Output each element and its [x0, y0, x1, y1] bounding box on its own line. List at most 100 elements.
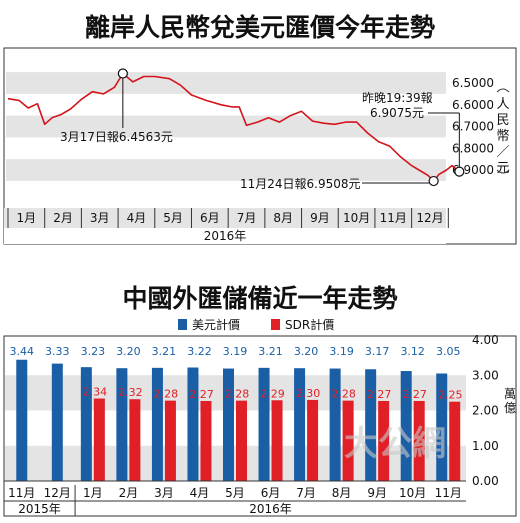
chart2-bar-sdr: [129, 399, 141, 481]
chart1-x-tick-label: 9月: [310, 211, 330, 225]
chart2-watermark: 大公網: [344, 424, 446, 464]
chart2-bar-sdr: [378, 400, 390, 481]
chart2-bar-sdr: [236, 400, 247, 481]
chart2-y-tick-label: 2.00: [472, 404, 499, 418]
chart2-data-label-usd: 3.23: [81, 345, 106, 358]
chart1-x-tick-label: 6月: [200, 211, 220, 225]
chart2-x-tick-label: 10月: [399, 486, 426, 500]
chart2-bar-sdr: [93, 398, 105, 481]
chart2-x-tick-label: 5月: [225, 486, 245, 500]
chart2-legend-swatch-sdr: [271, 319, 280, 330]
chart2-data-label-sdr: 2.28: [331, 388, 356, 401]
chart2-bar-sdr: [342, 400, 354, 481]
chart1-band: [6, 159, 446, 181]
chart1-y-tick-label: 6.5000: [452, 76, 494, 90]
chart2-x-tick-label: 4月: [190, 486, 210, 500]
chart2-data-label-usd: 3.21: [152, 345, 177, 358]
chart1-x-tick-label: 4月: [127, 211, 147, 225]
chart1-annotation-label: 11月24日報6.9508元: [240, 177, 361, 191]
chart1-x-tick-label: 10月: [343, 211, 370, 225]
chart2-x-tick-label: 11月: [8, 486, 35, 500]
chart1-x-tick-label: 5月: [163, 211, 183, 225]
chart2-bar-sdr: [200, 400, 212, 481]
chart1-ylabel-bracket-top: [496, 88, 510, 93]
chart2-bar-sdr: [449, 401, 461, 481]
chart2-x-tick-label: 1月: [83, 486, 103, 500]
chart2-data-label-sdr: 2.29: [260, 387, 285, 400]
chart2-data-label-usd: 3.20: [116, 345, 141, 358]
chart2-bar-usd: [80, 367, 92, 481]
chart1-ylabel-char: 民: [496, 113, 509, 128]
chart2-x-tick-label: 11月: [435, 486, 462, 500]
chart2-data-label-usd: 3.21: [258, 345, 283, 358]
chart1-title: 離岸人民幣兌美元匯價今年走勢: [85, 13, 435, 42]
chart2-legend-label-usd: 美元計價: [192, 317, 240, 332]
chart2-y-tick-label: 0.00: [472, 474, 499, 488]
chart2-data-label-usd: 3.20: [294, 345, 319, 358]
chart2-legend-swatch-usd: [178, 319, 187, 330]
chart2-y-tick-label: 3.00: [472, 368, 499, 382]
chart2-bar-sdr: [164, 400, 176, 481]
chart2-bar-usd: [51, 363, 63, 481]
chart1-year-strip: [4, 228, 446, 244]
chart1-x-tick-label: 12月: [416, 211, 443, 225]
chart2-bar-usd: [16, 359, 28, 481]
chart2-data-label-usd: 3.22: [187, 345, 212, 358]
chart1-y-tick-label: 6.8000: [452, 141, 494, 155]
chart1-ylabel-char: 元: [496, 161, 509, 176]
chart2-data-label-sdr: 2.28: [225, 388, 250, 401]
chart1-band: [6, 72, 446, 94]
chart2-ylabel-char: 億: [504, 401, 516, 415]
chart2-data-label-usd: 3.05: [436, 345, 461, 358]
chart1-ylabel-char: 人: [496, 97, 509, 112]
chart1-series-line: [7, 72, 460, 182]
chart2-data-label-sdr: 2.34: [83, 386, 108, 399]
chart1-ylabel-char: 幣: [496, 129, 509, 144]
chart2-data-label-usd: 3.33: [45, 345, 70, 358]
chart1-year-label: 2016年: [204, 229, 247, 243]
chart1-x-tick-label: 3月: [90, 211, 110, 225]
chart2-ylabel-char: 萬: [504, 387, 516, 401]
chart2-bar-usd: [116, 368, 128, 481]
chart2-x-tick-label: 8月: [332, 486, 352, 500]
chart2-y-tick-label: 4.00: [472, 333, 499, 347]
chart2-x-tick-label: 6月: [261, 486, 281, 500]
chart2-bar-sdr: [307, 399, 319, 481]
chart2-x-tick-label: 2月: [119, 486, 139, 500]
chart2-data-label-usd: 3.17: [365, 345, 390, 358]
chart1-annotation-marker: [454, 166, 465, 177]
chart2-bar-usd: [294, 368, 306, 481]
chart1-ylabel-char: ／: [496, 145, 509, 160]
chart1-ylabel-bracket-bottom: [496, 169, 510, 174]
chart2-year-label: 2016年: [249, 502, 292, 516]
chart2-data-label-usd: 3.19: [329, 345, 354, 358]
chart2-x-tick-label: 3月: [154, 486, 174, 500]
chart2-bar-sdr: [271, 400, 283, 481]
chart1-band: [6, 115, 446, 138]
chart2-data-label-sdr: 2.28: [154, 388, 179, 401]
chart1-y-tick-label: 6.7000: [452, 120, 494, 134]
chart1-y-tick-label: 6.6000: [452, 98, 494, 112]
chart2-data-label-sdr: 2.27: [402, 388, 427, 401]
chart1-x-tick-label: 2月: [53, 211, 73, 225]
chart2-data-label-sdr: 2.32: [118, 386, 143, 399]
chart1-annotation-label: 昨晚19:39報: [362, 91, 433, 105]
chart1-x-tick-label: 8月: [273, 211, 293, 225]
chart2-title: 中國外匯儲備近一年走勢: [122, 284, 397, 313]
chart2-legend-label-sdr: SDR計價: [285, 317, 334, 332]
chart1-x-tick-label: 1月: [17, 211, 37, 225]
chart2-data-label-sdr: 2.30: [296, 387, 321, 400]
chart1-month-strip: [4, 208, 446, 228]
chart2-bar-usd: [329, 368, 341, 481]
chart2-bar-usd: [258, 367, 270, 481]
chart2-x-tick-label: 9月: [367, 486, 387, 500]
chart1-annotation-marker: [117, 68, 128, 79]
chart2-data-label-sdr: 2.25: [438, 389, 463, 402]
chart2-bar-usd: [151, 367, 163, 481]
chart2-data-label-usd: 3.44: [10, 345, 35, 358]
chart2-bar-usd: [436, 373, 448, 481]
chart2-data-label-sdr: 2.27: [367, 388, 392, 401]
chart1-annotation-marker: [428, 175, 439, 187]
chart1-annotation-label: 3月17日報6.4563元: [60, 130, 173, 144]
